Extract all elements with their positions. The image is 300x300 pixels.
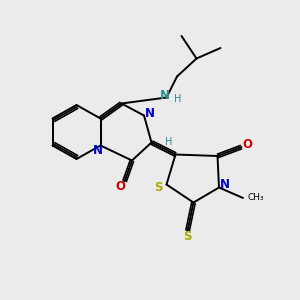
Text: N: N [93, 144, 103, 158]
Text: N: N [145, 106, 155, 120]
Text: H: H [165, 136, 172, 147]
Text: S: S [183, 230, 191, 243]
Text: N: N [219, 178, 230, 191]
Text: N: N [160, 88, 170, 102]
Text: CH₃: CH₃ [247, 194, 264, 202]
Text: O: O [242, 137, 252, 151]
Text: O: O [115, 180, 125, 194]
Text: S: S [154, 181, 162, 194]
Text: H: H [174, 94, 182, 104]
